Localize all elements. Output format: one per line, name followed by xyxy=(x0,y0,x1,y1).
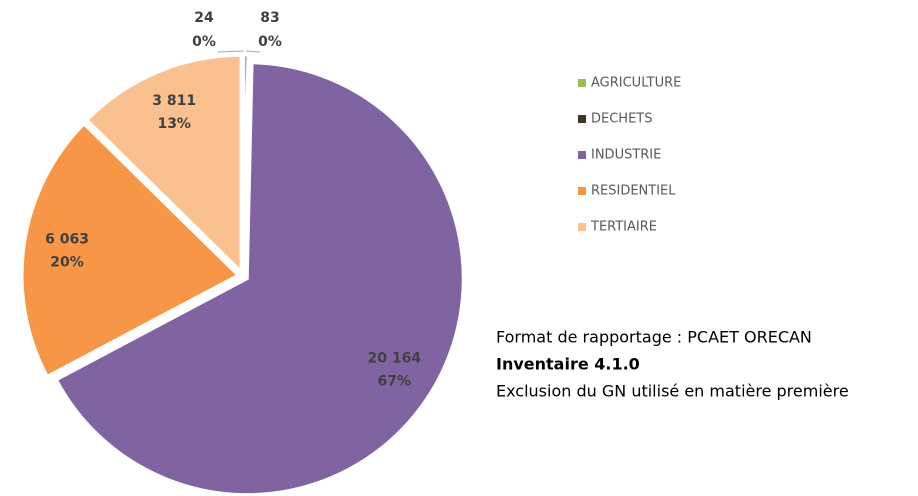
leader-line xyxy=(217,50,244,53)
legend-label: DECHETS xyxy=(591,112,652,127)
leader-line xyxy=(245,50,261,53)
note: Format de rapportage : PCAET ORECAN xyxy=(496,328,812,347)
note: Exclusion du GN utilisé en matière premi… xyxy=(496,382,849,401)
note: Inventaire 4.1.0 xyxy=(496,355,640,374)
data-label: 67% xyxy=(378,373,412,389)
pie-slice xyxy=(84,53,243,275)
data-label: 3 811 xyxy=(152,93,196,109)
legend-label: INDUSTRIE xyxy=(591,148,661,163)
pie-slice xyxy=(20,121,241,379)
legend-swatch xyxy=(578,79,586,87)
data-label: 24 xyxy=(194,10,214,26)
data-label: 0% xyxy=(258,34,282,50)
data-label: 83 xyxy=(260,10,279,26)
legend-swatch xyxy=(578,223,586,231)
data-label: 13% xyxy=(157,116,191,132)
data-label: 20 164 xyxy=(368,350,422,366)
pie-slice xyxy=(241,53,250,272)
legend-swatch xyxy=(578,151,586,159)
legend-label: TERTIAIRE xyxy=(590,220,657,235)
data-label: 20% xyxy=(50,254,84,270)
legend-swatch xyxy=(578,115,586,123)
data-label: 6 063 xyxy=(45,231,89,247)
data-label: 0% xyxy=(192,34,216,50)
pie-slice xyxy=(54,61,465,496)
legend-swatch xyxy=(578,187,586,195)
legend-label: RESIDENTIEL xyxy=(591,184,676,199)
legend-label: AGRICULTURE xyxy=(591,76,681,91)
